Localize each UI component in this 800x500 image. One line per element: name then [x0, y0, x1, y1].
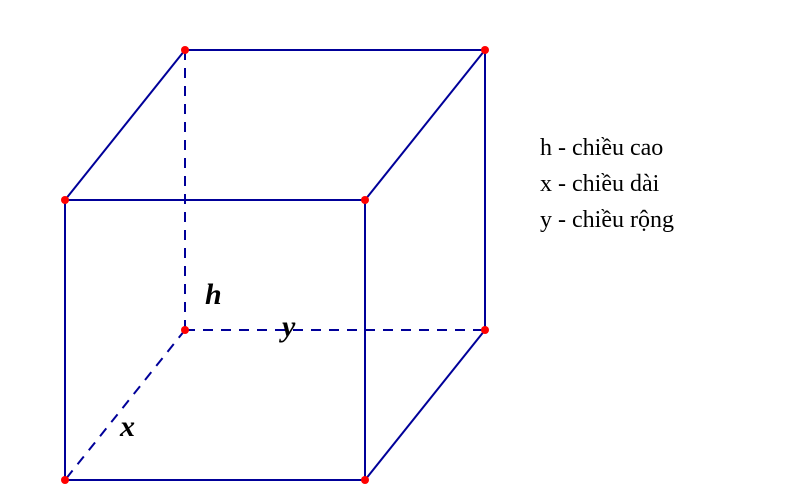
- legend-separator: -: [552, 135, 572, 161]
- legend: h - chiều cao x - chiều dài y - chiều rộ…: [540, 130, 674, 238]
- legend-text: chiều cao: [572, 135, 663, 161]
- legend-text: chiều rộng: [572, 207, 674, 233]
- legend-line-x: x - chiều dài: [540, 166, 674, 202]
- legend-symbol: x: [540, 171, 552, 197]
- legend-separator: -: [552, 171, 572, 197]
- axis-label-x: x: [120, 410, 135, 444]
- legend-text: chiều dài: [572, 171, 659, 197]
- legend-symbol: h: [540, 135, 552, 161]
- legend-symbol: y: [540, 207, 552, 233]
- axis-label-y: y: [282, 310, 295, 344]
- box-diagram: h y x: [30, 20, 500, 480]
- axis-label-h: h: [205, 278, 222, 312]
- box-svg: [30, 20, 500, 490]
- legend-line-h: h - chiều cao: [540, 130, 674, 166]
- legend-line-y: y - chiều rộng: [540, 202, 674, 238]
- legend-separator: -: [552, 207, 572, 233]
